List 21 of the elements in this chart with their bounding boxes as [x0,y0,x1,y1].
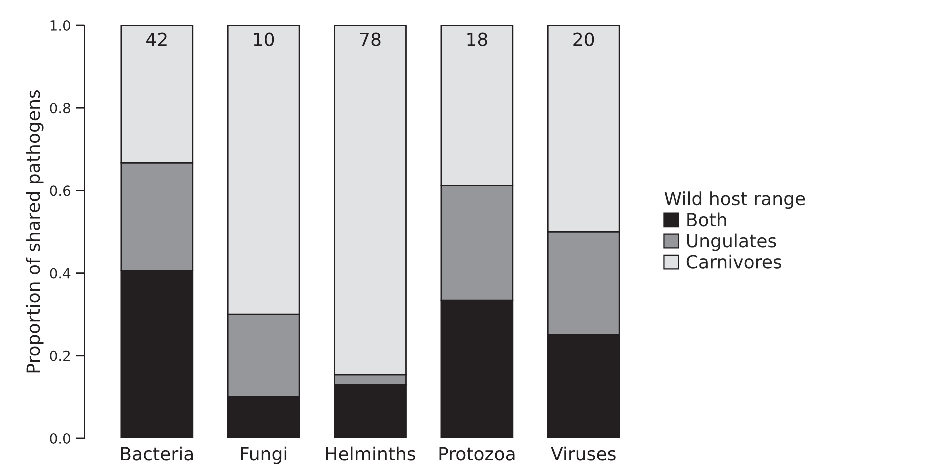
y-tick-label: 0.8 [50,103,70,114]
y-tick-label: 0.6 [50,186,71,196]
legend-label: Carnivores [686,254,782,269]
legend-label: Ungulates [687,234,776,252]
y-tick-label: 0.2 [50,350,70,362]
x-tick-label: Bacteria [121,446,194,461]
y-tick-label: 0.4 [50,268,71,279]
annotation: 78 [360,32,381,46]
legend-label: Both [688,212,726,227]
y-axis-title: Proportion of shared pathogens [26,90,44,373]
annotation: 20 [574,32,594,46]
y-tick-label: 0.0 [50,433,70,444]
x-tick-label: Fungi [241,446,287,464]
x-tick-label: Protozoa [440,447,515,461]
y-tick-label: 1.0 [50,20,70,31]
annotation: 42 [146,32,167,46]
annotation: 18 [468,32,488,46]
x-tick-label: Viruses [551,446,616,461]
legend-title: Wild host range [664,192,806,210]
x-tick-label: Helminths [326,446,416,461]
annotation: 10 [254,32,274,46]
